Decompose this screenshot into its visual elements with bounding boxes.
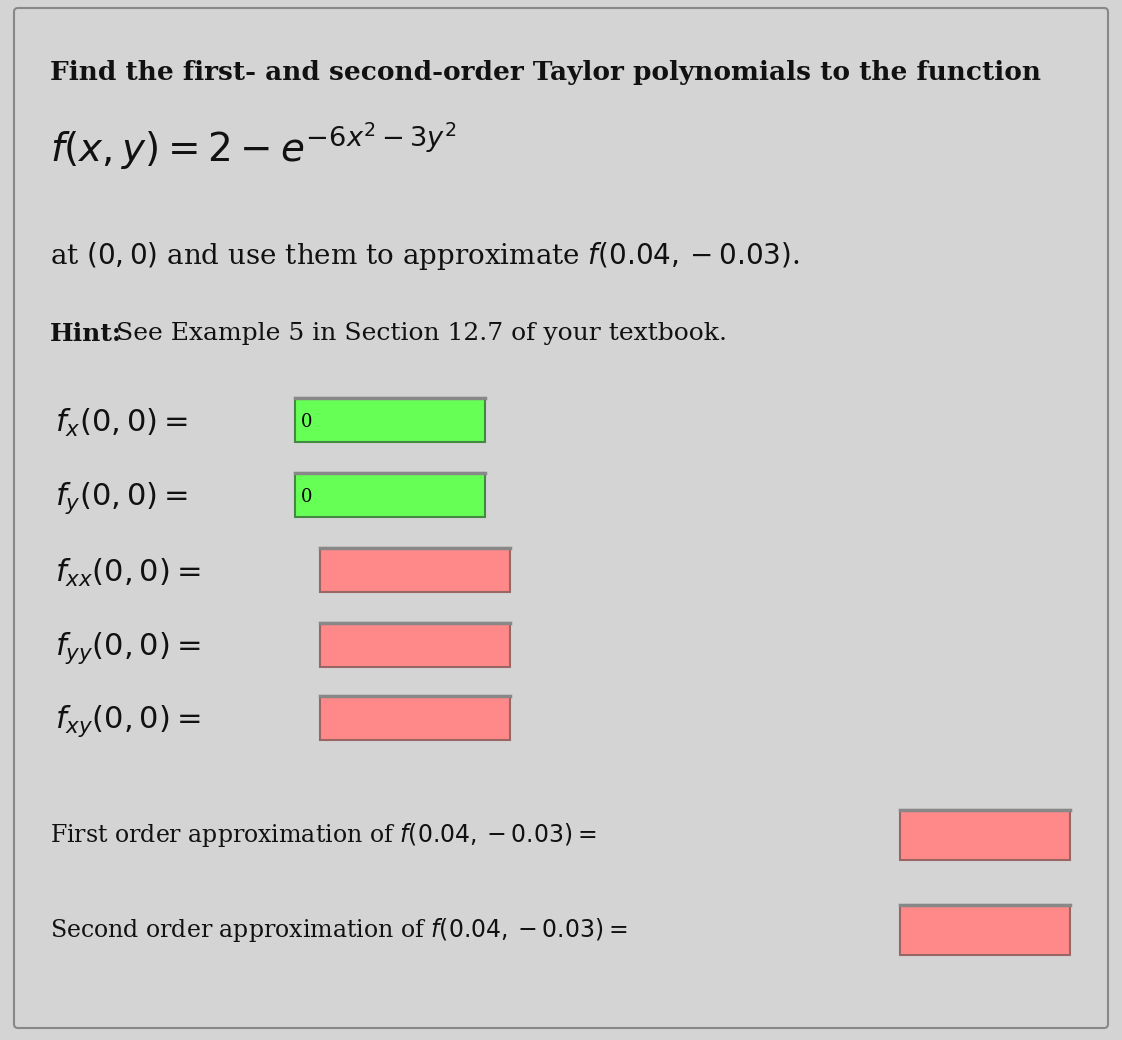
- Text: $f_{xx}(0,0) =$: $f_{xx}(0,0) =$: [55, 557, 201, 589]
- Text: 0: 0: [301, 488, 313, 506]
- FancyBboxPatch shape: [900, 810, 1070, 860]
- Text: $f_{yy}(0,0) =$: $f_{yy}(0,0) =$: [55, 630, 201, 666]
- Text: $f_x(0,0) =$: $f_x(0,0) =$: [55, 407, 187, 439]
- Text: Second order approximation of $f(0.04,-0.03) =$: Second order approximation of $f(0.04,-0…: [50, 916, 627, 944]
- FancyBboxPatch shape: [320, 623, 511, 667]
- Text: $f(x,y) = 2 - e^{-6x^2-3y^2}$: $f(x,y) = 2 - e^{-6x^2-3y^2}$: [50, 120, 457, 172]
- FancyBboxPatch shape: [320, 548, 511, 592]
- Text: $f_y(0,0) =$: $f_y(0,0) =$: [55, 480, 187, 516]
- Text: $f_{xy}(0,0) =$: $f_{xy}(0,0) =$: [55, 703, 201, 739]
- FancyBboxPatch shape: [900, 905, 1070, 955]
- Text: 0: 0: [301, 413, 313, 431]
- Text: Hint:: Hint:: [50, 322, 122, 346]
- Text: See Example 5 in Section 12.7 of your textbook.: See Example 5 in Section 12.7 of your te…: [108, 322, 727, 345]
- Text: First order approximation of $f(0.04,-0.03) =$: First order approximation of $f(0.04,-0.…: [50, 821, 597, 849]
- FancyBboxPatch shape: [295, 398, 485, 442]
- Text: Find the first- and second-order Taylor polynomials to the function: Find the first- and second-order Taylor …: [50, 60, 1041, 85]
- FancyBboxPatch shape: [320, 696, 511, 740]
- FancyBboxPatch shape: [13, 8, 1109, 1028]
- Text: at $(0,0)$ and use them to approximate $f(0.04,-0.03)$.: at $(0,0)$ and use them to approximate $…: [50, 240, 800, 272]
- FancyBboxPatch shape: [295, 473, 485, 517]
